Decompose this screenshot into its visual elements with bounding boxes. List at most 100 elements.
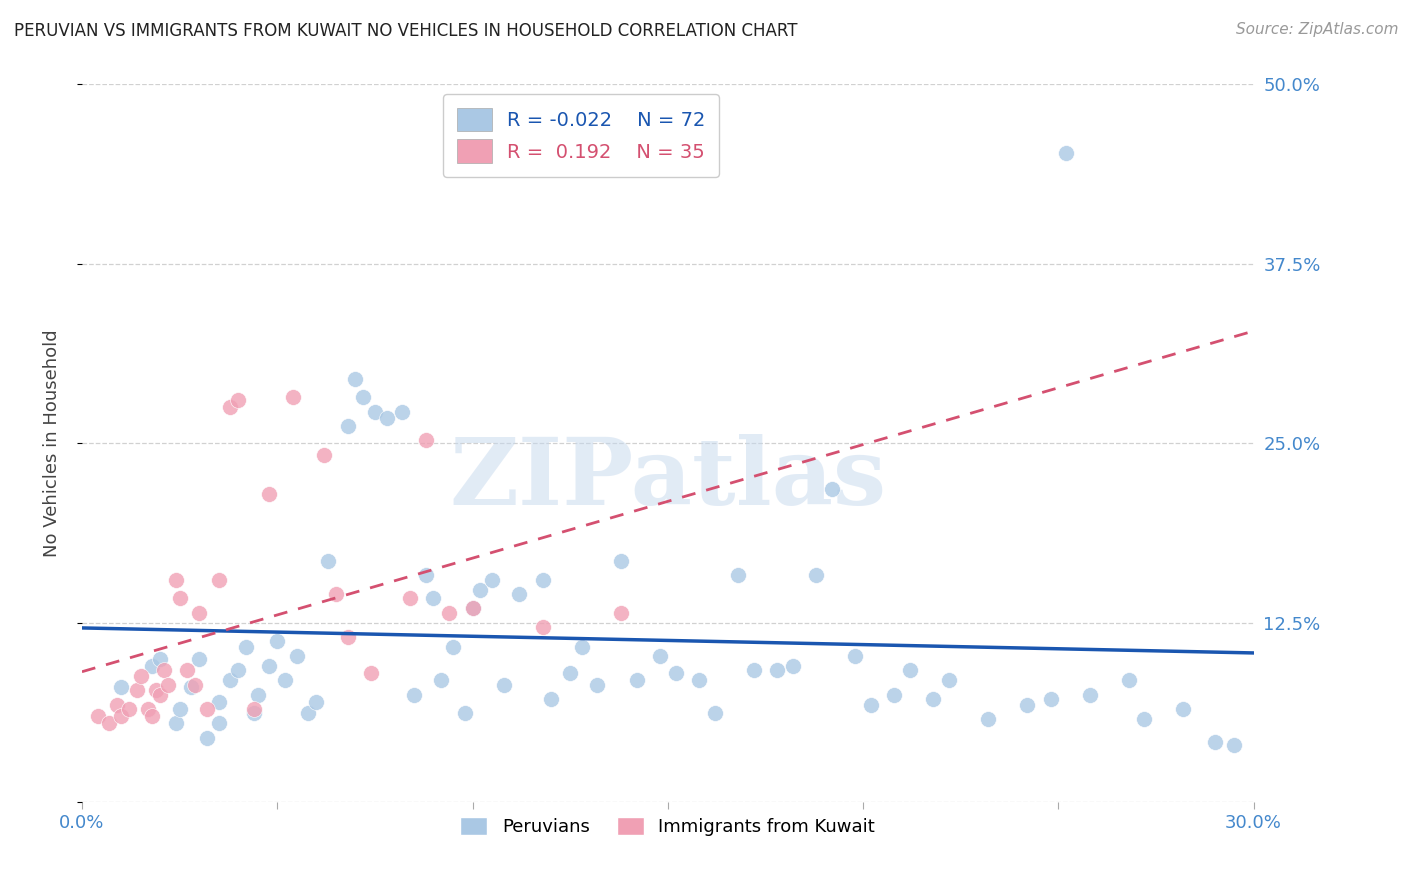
Point <box>454 706 477 721</box>
Point <box>938 673 960 688</box>
Point <box>195 702 218 716</box>
Point <box>665 666 688 681</box>
Point <box>470 582 492 597</box>
Point <box>129 669 152 683</box>
Text: PERUVIAN VS IMMIGRANTS FROM KUWAIT NO VEHICLES IN HOUSEHOLD CORRELATION CHART: PERUVIAN VS IMMIGRANTS FROM KUWAIT NO VE… <box>14 22 797 40</box>
Point <box>188 651 211 665</box>
Point <box>208 695 231 709</box>
Point <box>208 573 231 587</box>
Point <box>922 692 945 706</box>
Point <box>540 692 562 706</box>
Point <box>1054 146 1077 161</box>
Point <box>610 554 633 568</box>
Point <box>86 709 108 723</box>
Point <box>285 648 308 663</box>
Text: ZIPatlas: ZIPatlas <box>449 434 886 524</box>
Text: Source: ZipAtlas.com: Source: ZipAtlas.com <box>1236 22 1399 37</box>
Point <box>402 688 425 702</box>
Point <box>110 681 132 695</box>
Point <box>586 677 609 691</box>
Point <box>430 673 453 688</box>
Point <box>336 630 359 644</box>
Point <box>145 683 167 698</box>
Legend: Peruvians, Immigrants from Kuwait: Peruvians, Immigrants from Kuwait <box>453 810 883 844</box>
Point <box>1133 712 1156 726</box>
Point <box>169 591 191 606</box>
Point <box>141 709 163 723</box>
Point <box>149 651 172 665</box>
Point <box>138 702 160 716</box>
Point <box>98 716 121 731</box>
Point <box>508 587 530 601</box>
Point <box>1173 702 1195 716</box>
Point <box>782 659 804 673</box>
Point <box>243 706 266 721</box>
Point <box>1118 673 1140 688</box>
Point <box>531 573 554 587</box>
Point <box>153 663 176 677</box>
Point <box>125 683 148 698</box>
Point <box>742 663 765 677</box>
Point <box>169 702 191 716</box>
Point <box>344 372 367 386</box>
Point <box>1017 698 1039 712</box>
Point <box>325 587 347 601</box>
Point <box>246 688 269 702</box>
Point <box>399 591 422 606</box>
Point <box>219 401 242 415</box>
Point <box>226 393 249 408</box>
Point <box>1078 688 1101 702</box>
Point <box>375 410 398 425</box>
Point <box>461 601 484 615</box>
Point <box>281 391 304 405</box>
Point <box>208 716 231 731</box>
Point <box>859 698 882 712</box>
Point <box>1223 738 1246 752</box>
Point <box>105 698 128 712</box>
Point <box>422 591 444 606</box>
Point <box>1039 692 1062 706</box>
Point <box>437 606 460 620</box>
Point <box>626 673 648 688</box>
Point <box>165 573 187 587</box>
Y-axis label: No Vehicles in Household: No Vehicles in Household <box>44 329 60 558</box>
Point <box>219 673 242 688</box>
Point <box>977 712 1000 726</box>
Point <box>481 573 503 587</box>
Point <box>226 663 249 677</box>
Point <box>316 554 339 568</box>
Point <box>648 648 671 663</box>
Point <box>461 601 484 615</box>
Point <box>766 663 789 677</box>
Point <box>297 706 319 721</box>
Point <box>259 659 281 673</box>
Point <box>364 405 387 419</box>
Point <box>571 640 593 655</box>
Point <box>266 634 288 648</box>
Point <box>149 688 172 702</box>
Point <box>188 606 211 620</box>
Point <box>883 688 905 702</box>
Point <box>727 568 749 582</box>
Point <box>844 648 866 663</box>
Point <box>441 640 464 655</box>
Point <box>156 677 179 691</box>
Point <box>821 483 844 497</box>
Point <box>259 486 281 500</box>
Point <box>415 568 437 582</box>
Point <box>688 673 710 688</box>
Point <box>560 666 582 681</box>
Point <box>180 681 202 695</box>
Point <box>314 448 336 462</box>
Point <box>415 434 437 448</box>
Point <box>336 419 359 434</box>
Point <box>531 620 554 634</box>
Point <box>610 606 633 620</box>
Point <box>1204 735 1226 749</box>
Point <box>898 663 921 677</box>
Point <box>305 695 328 709</box>
Point <box>492 677 515 691</box>
Point <box>195 731 218 745</box>
Point <box>703 706 725 721</box>
Point <box>141 659 163 673</box>
